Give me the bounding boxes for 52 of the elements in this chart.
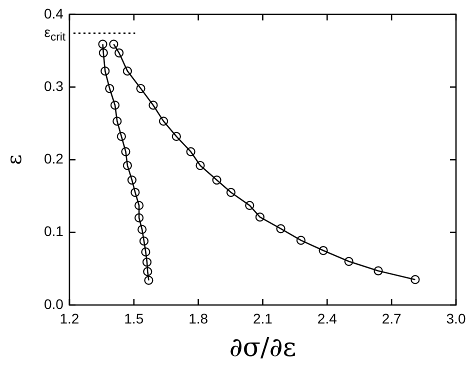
point bbox=[110, 100, 120, 110]
point bbox=[122, 66, 132, 76]
x-tick-label: 2.4 bbox=[317, 310, 338, 326]
point bbox=[127, 175, 136, 185]
point bbox=[112, 116, 122, 126]
point bbox=[139, 236, 149, 246]
point bbox=[136, 84, 146, 94]
y-tick-label: 0.2 bbox=[44, 150, 64, 167]
point bbox=[158, 116, 168, 126]
point bbox=[344, 256, 354, 266]
point bbox=[134, 200, 144, 210]
point bbox=[134, 213, 144, 222]
point bbox=[172, 132, 181, 141]
point bbox=[245, 200, 254, 210]
point bbox=[98, 40, 108, 49]
point bbox=[114, 48, 124, 58]
point bbox=[130, 188, 140, 197]
point bbox=[141, 247, 150, 257]
point bbox=[186, 147, 196, 156]
point bbox=[296, 236, 306, 245]
point bbox=[122, 160, 132, 170]
point bbox=[142, 258, 152, 267]
x-axis-title: ∂σ/∂ε bbox=[229, 333, 296, 364]
point bbox=[374, 266, 383, 276]
point bbox=[100, 66, 110, 76]
point bbox=[148, 100, 158, 110]
point bbox=[98, 48, 108, 58]
point bbox=[255, 212, 264, 222]
x-tick-label: 1.8 bbox=[188, 310, 208, 326]
point bbox=[226, 188, 236, 197]
x-tick-label: 1.2 bbox=[60, 310, 80, 326]
point bbox=[276, 224, 286, 234]
point bbox=[318, 246, 328, 256]
point bbox=[116, 132, 126, 141]
point bbox=[137, 224, 147, 234]
y-axis-title: ε bbox=[2, 154, 26, 165]
x-tick-label: 2.1 bbox=[252, 310, 273, 326]
point bbox=[105, 84, 114, 94]
x-tick-label: 2.7 bbox=[382, 310, 402, 326]
y-tick-label: 0.3 bbox=[44, 78, 64, 94]
x-tick-label: 1.5 bbox=[124, 310, 144, 326]
point bbox=[144, 276, 154, 285]
y-tick-label: 0.4 bbox=[44, 5, 64, 22]
y-tick-label: 0.0 bbox=[44, 296, 64, 312]
y-tick-label: 0.1 bbox=[44, 223, 64, 240]
x-tick-label: 3.0 bbox=[446, 310, 466, 326]
point bbox=[109, 40, 118, 49]
point bbox=[212, 175, 222, 185]
point bbox=[143, 267, 152, 276]
point bbox=[121, 147, 130, 156]
point bbox=[410, 275, 420, 284]
point bbox=[196, 160, 205, 170]
